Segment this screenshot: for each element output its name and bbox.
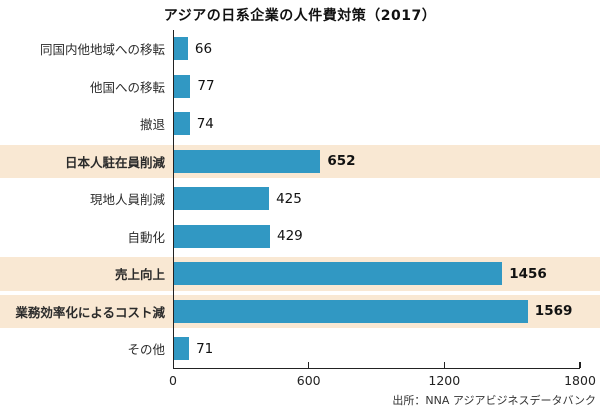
value-label: 77 [197,78,215,95]
chart-row: 現地人員削減 425 [0,180,600,218]
bar [173,187,270,211]
chart-row: 他国への移転 77 [0,68,600,106]
tick-mark [579,361,581,368]
category-label: 売上向上 [114,267,165,283]
bar [173,37,188,61]
y-axis-line [172,30,174,369]
source-credit: 出所：NNA アジアビジネスデータバンク [392,394,596,407]
category-label: 同国内他地域への移転 [39,42,165,58]
tick-mark [307,361,310,368]
tick-label: 0 [169,373,177,388]
tick-label: 1800 [564,373,596,388]
bar [173,262,503,286]
chart-rows: 同国内他地域への移転 66 他国への移転 77 撤退 74 日本人駐在員削減 6… [0,30,600,368]
bar [173,149,321,173]
category-label: 日本人駐在員削減 [64,154,165,170]
category-label: その他 [127,342,165,358]
chart-row: 自動化 429 [0,218,600,256]
chart-row: 撤退 74 [0,105,600,143]
value-label: 652 [327,153,356,170]
value-label: 425 [276,190,302,207]
category-label: 現地人員削減 [89,192,165,208]
value-label: 429 [277,228,303,245]
tick-mark [443,361,446,368]
bar [173,224,270,248]
chart-row: 業務効率化によるコスト減 1569 [0,293,600,331]
chart-title: アジアの日系企業の人件費対策（2017） [163,8,437,24]
x-axis-line [173,367,580,369]
tick-label: 600 [296,373,321,388]
category-label: 撤退 [139,117,165,133]
chart-row: その他 71 [0,330,600,368]
bar [173,112,190,136]
value-label: 66 [194,40,213,57]
value-label: 1569 [534,303,573,320]
chart-row: 売上向上 1456 [0,255,600,293]
category-label: 自動化 [127,229,165,245]
category-label: 業務効率化によるコスト減 [15,304,165,320]
bar [173,337,190,361]
chart-row: 同国内他地域への移転 66 [0,30,600,68]
value-label: 71 [196,340,214,357]
value-label: 74 [196,115,214,132]
chart-row: 日本人駐在員削減 652 [0,143,600,181]
value-label: 1456 [509,265,547,282]
tick-label: 1200 [428,373,461,388]
category-label: 他国への移転 [89,79,165,95]
bar [173,74,191,98]
bar [173,299,528,323]
